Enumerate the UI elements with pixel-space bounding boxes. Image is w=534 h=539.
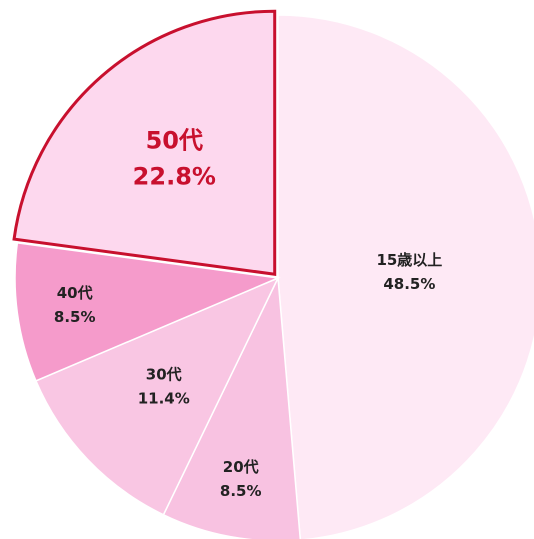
pie-slice <box>34 276 280 516</box>
pie-slice <box>162 275 302 539</box>
slice-label: 40代 <box>57 284 93 302</box>
value-label: 48.5% <box>383 275 435 293</box>
slice-label: 30代 <box>146 365 182 383</box>
slice-label: 50代 <box>146 126 203 154</box>
slice-label: 15歳以上 <box>376 251 442 269</box>
value-label: 8.5% <box>220 482 262 500</box>
pie-slice <box>14 242 281 382</box>
pie-slice <box>12 9 277 276</box>
pie-slice <box>277 14 534 539</box>
value-label: 11.4% <box>138 389 190 407</box>
value-label: 22.8% <box>133 162 216 190</box>
slice-label: 20代 <box>223 458 259 476</box>
value-label: 8.5% <box>54 308 96 326</box>
